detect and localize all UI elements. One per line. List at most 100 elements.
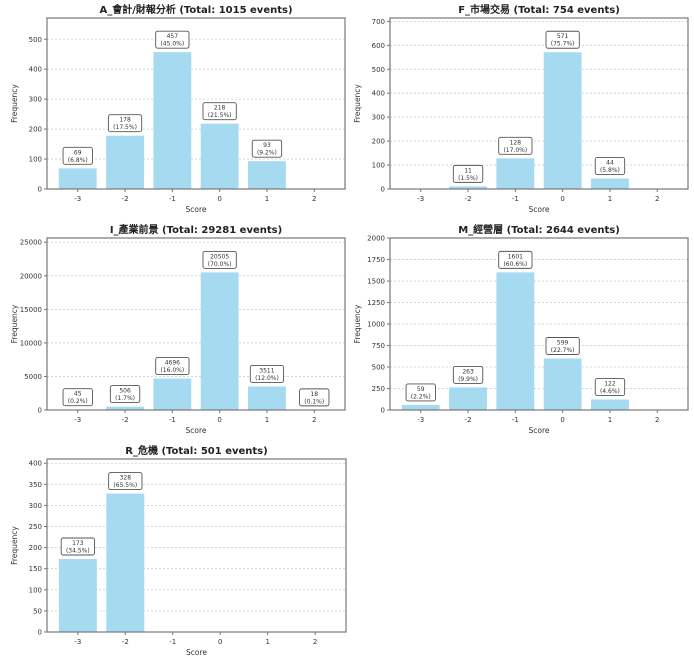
x-tick-label: 0: [217, 416, 221, 424]
data-label-percent: (45.0%): [160, 41, 184, 48]
y-tick-label: 0: [38, 629, 42, 637]
y-tick-label: 10000: [20, 339, 42, 347]
y-tick-label: 0: [381, 186, 385, 194]
data-label--1: 1601(60.6%): [499, 251, 532, 268]
x-tick-label: 0: [217, 195, 221, 203]
data-label-0: 218(21.5%): [203, 103, 236, 120]
x-axis-label: Score: [185, 426, 206, 435]
y-tick-label: 200: [372, 138, 385, 146]
x-axis-label: Score: [185, 205, 206, 214]
x-tick-label: 0: [218, 638, 222, 646]
data-label-percent: (16.0%): [160, 367, 184, 374]
x-tick-label: 2: [313, 638, 317, 646]
y-tick-label: 400: [29, 460, 42, 468]
data-label-percent: (65.5%): [113, 482, 137, 489]
x-tick-label: 0: [560, 416, 564, 424]
data-label-count: 571: [557, 33, 569, 40]
y-axis-label: Frequency: [10, 526, 19, 565]
x-tick-label: 2: [312, 195, 316, 203]
data-label-count: 4696: [165, 359, 180, 366]
y-tick-label: 350: [29, 481, 42, 489]
data-label--2: 178(17.5%): [108, 115, 141, 132]
y-tick-label: 1750: [367, 256, 385, 264]
bar--3: [59, 559, 97, 632]
data-label-percent: (75.7%): [551, 41, 575, 48]
data-label--2: 263(9.9%): [453, 366, 482, 383]
bar--2: [106, 136, 144, 189]
data-label-count: 457: [167, 33, 179, 40]
data-label--2: 328(65.5%): [109, 473, 142, 490]
data-label-percent: (2.2%): [411, 393, 431, 400]
x-tick-label: -2: [465, 416, 472, 424]
data-label-percent: (6.8%): [68, 157, 88, 164]
bar--3: [402, 405, 440, 410]
bar--1: [496, 158, 534, 189]
x-tick-label: -1: [169, 638, 176, 646]
bar--1: [496, 272, 534, 410]
data-label-percent: (12.0%): [255, 375, 279, 382]
chart-title: R_危機 (Total: 501 events): [125, 444, 267, 457]
x-axis-label: Score: [528, 205, 549, 214]
y-tick-label: 250: [372, 385, 385, 393]
data-label-count: 178: [119, 117, 131, 124]
bar--2: [106, 494, 144, 632]
data-label-count: 18: [310, 391, 318, 398]
x-tick-label: -1: [512, 416, 519, 424]
y-tick-label: 500: [29, 36, 42, 44]
data-label-percent: (0.1%): [304, 398, 324, 405]
data-label-count: 45: [74, 391, 82, 398]
data-label-1: 122(4.6%): [595, 379, 624, 396]
y-tick-label: 400: [29, 66, 42, 74]
data-label-percent: (22.7%): [551, 347, 575, 354]
chart-title: A_會計/財報分析 (Total: 1015 events): [99, 3, 292, 16]
y-tick-label: 700: [372, 18, 385, 26]
y-axis-label: Frequency: [10, 84, 19, 123]
y-tick-label: 500: [372, 364, 385, 372]
chart-title: I_產業前景 (Total: 29281 events): [110, 223, 282, 236]
data-label--2: 11(1.5%): [453, 165, 482, 182]
bar-0: [544, 359, 582, 410]
x-tick-label: 2: [312, 416, 316, 424]
bar--1: [153, 52, 191, 189]
y-axis-label: Frequency: [10, 304, 19, 343]
y-tick-label: 5000: [24, 373, 42, 381]
y-tick-label: 300: [372, 114, 385, 122]
data-label-percent: (9.2%): [257, 150, 277, 157]
x-tick-label: -2: [122, 638, 129, 646]
y-tick-label: 1500: [367, 278, 385, 286]
data-label--3: 59(2.2%): [406, 384, 435, 401]
y-tick-label: 600: [372, 42, 385, 50]
x-tick-label: -3: [74, 195, 81, 203]
data-label-0: 20505(70.0%): [203, 251, 236, 268]
data-label-2: 18(0.1%): [300, 389, 329, 406]
data-label--1: 4696(16.0%): [156, 357, 189, 374]
y-tick-label: 300: [29, 502, 42, 510]
data-label-percent: (1.5%): [458, 175, 478, 182]
y-axis-label: Frequency: [353, 304, 362, 343]
x-tick-label: 0: [560, 195, 564, 203]
data-label-count: 173: [72, 540, 84, 547]
data-label-0: 571(75.7%): [546, 31, 579, 48]
data-label-count: 20505: [210, 253, 229, 260]
x-tick-label: 2: [655, 195, 659, 203]
data-label-count: 69: [74, 149, 82, 156]
y-tick-label: 100: [372, 162, 385, 170]
data-label--2: 506(1.7%): [110, 386, 139, 403]
x-tick-label: 1: [608, 195, 612, 203]
y-tick-label: 0: [38, 407, 42, 415]
data-label--1: 128(17.0%): [499, 137, 532, 154]
data-label-count: 263: [462, 368, 474, 375]
data-label-count: 128: [510, 139, 522, 146]
bar-0: [544, 52, 582, 189]
y-tick-label: 250: [29, 523, 42, 531]
data-label-1: 93(9.2%): [252, 140, 281, 157]
x-tick-label: -3: [417, 195, 424, 203]
data-label-percent: (1.7%): [115, 395, 135, 402]
y-tick-label: 1000: [367, 321, 385, 329]
y-tick-label: 2000: [367, 235, 385, 243]
